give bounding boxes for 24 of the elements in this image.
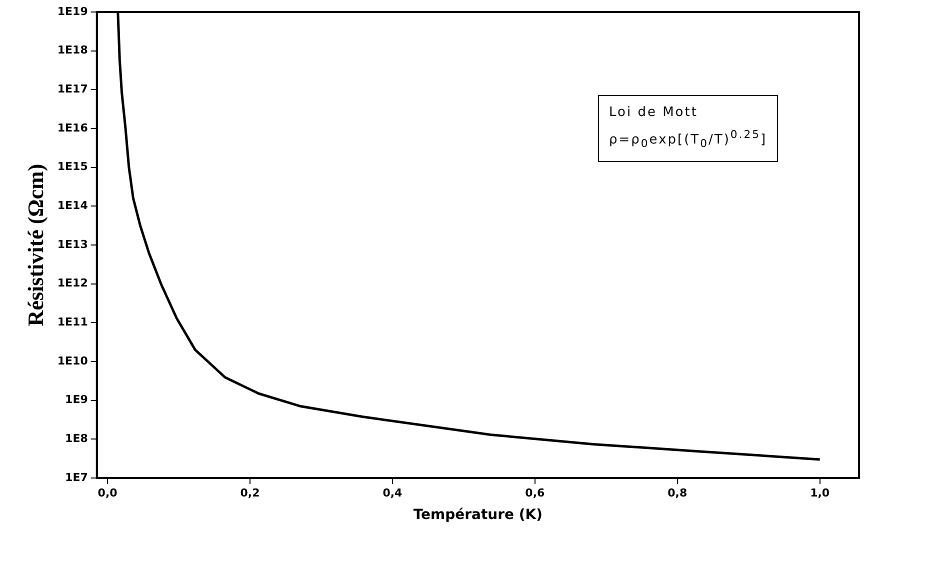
annotation: ρ=ρ$_{0}$exp[(T$_{0}$/T)$^{0.25}$] bbox=[609, 127, 768, 152]
y-tick-label: 1E13 bbox=[57, 238, 88, 251]
x-tick-label: 1,0 bbox=[810, 486, 830, 500]
note-box: Loi de Mott ρ=ρ$_{0}$exp[(T$_{0}$/T)$^{0.25}$] bbox=[598, 95, 778, 162]
y-tick-label: 1E14 bbox=[57, 199, 88, 212]
y-tick-label: 1E19 bbox=[57, 4, 88, 18]
x-axis-title: Température (K) bbox=[413, 507, 543, 524]
x-tick-label: 0,6 bbox=[525, 486, 545, 500]
annotation: Loi de Mott bbox=[609, 104, 699, 122]
y-axis-title: Résistivité (Ωcm) bbox=[22, 164, 48, 326]
y-tick-label: 1E12 bbox=[57, 276, 88, 290]
y-tick-label: 1E15 bbox=[57, 160, 88, 174]
x-tick-label: 0,0 bbox=[98, 486, 118, 500]
y-tick-label: 1E11 bbox=[57, 316, 88, 329]
x-tick-label: 0,4 bbox=[382, 486, 403, 500]
y-tick-label: 1E16 bbox=[57, 121, 88, 134]
y-tick-label: 1E10 bbox=[57, 354, 88, 368]
x-tick-label: 0,8 bbox=[668, 486, 688, 500]
y-tick-label: 1E8 bbox=[65, 432, 88, 446]
y-tick-label: 1E7 bbox=[65, 470, 88, 484]
y-tick-label: 1E18 bbox=[57, 44, 88, 57]
y-tick-label: 1E9 bbox=[65, 393, 88, 406]
x-tick-label: 0,2 bbox=[240, 486, 260, 500]
y-tick-label: 1E17 bbox=[57, 82, 88, 96]
